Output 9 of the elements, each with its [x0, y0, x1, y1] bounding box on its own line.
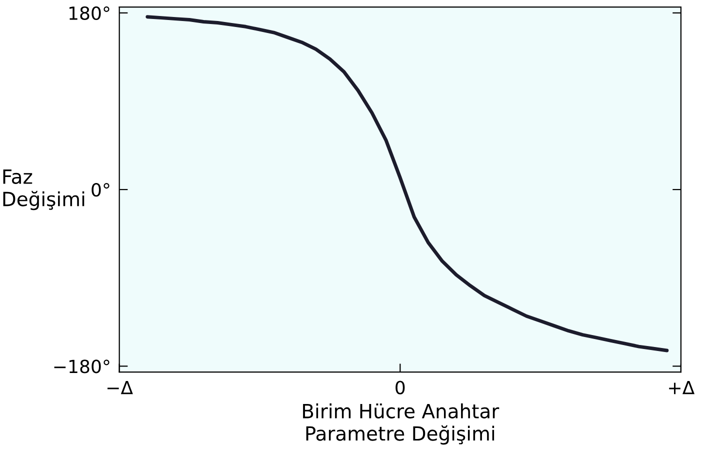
y-tick-label: −180°: [54, 360, 110, 374]
y-tick-label: 0°: [92, 183, 110, 197]
y-axis-title: Faz Değişimi: [3, 170, 84, 210]
x-tick-label: +Δ: [669, 380, 695, 394]
line-series: [146, 15, 669, 352]
x-tick-label: −Δ: [108, 380, 133, 394]
x-axis-title: Birim Hücre Anahtar Parametre Değişimi: [303, 403, 500, 445]
y-tick-label: 180°: [70, 6, 110, 20]
x-tick-label: 0: [396, 380, 405, 394]
